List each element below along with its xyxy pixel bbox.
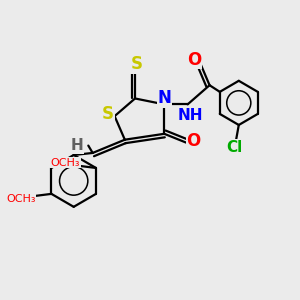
Text: N: N [157, 89, 171, 107]
Text: O: O [187, 51, 201, 69]
Text: S: S [102, 105, 114, 123]
Text: H: H [70, 138, 83, 153]
Text: OCH₃: OCH₃ [6, 194, 35, 204]
Text: NH: NH [177, 108, 203, 123]
Text: S: S [130, 55, 142, 73]
Text: Cl: Cl [226, 140, 242, 154]
Text: O: O [186, 132, 201, 150]
Text: OCH₃: OCH₃ [50, 158, 80, 168]
